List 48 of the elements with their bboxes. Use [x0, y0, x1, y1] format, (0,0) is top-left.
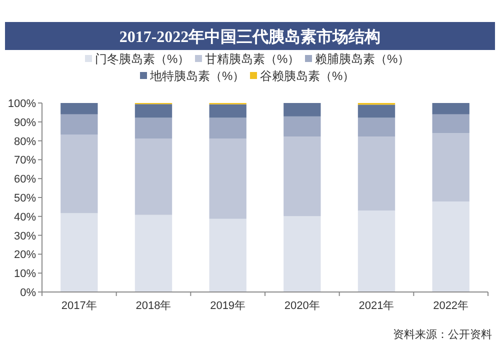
bar — [358, 210, 396, 292]
bar — [60, 103, 98, 114]
chart-title: 2017-2022年中国三代胰岛素市场结构 — [119, 28, 381, 46]
x-tick-label: 2017年 — [61, 300, 97, 312]
y-tick-label: 30% — [14, 230, 36, 242]
y-tick-label: 50% — [14, 192, 36, 204]
bar — [358, 118, 396, 137]
legend-label: 地特胰岛素（%） — [149, 69, 245, 83]
x-tick-label: 2022年 — [433, 300, 469, 312]
bar — [432, 103, 470, 114]
x-tick-label: 2018年 — [136, 300, 172, 312]
bar — [284, 116, 321, 137]
bar — [209, 118, 246, 139]
bar — [284, 103, 321, 116]
bar — [60, 134, 98, 214]
y-tick-label: 100% — [8, 98, 36, 110]
legend-label: 门冬胰岛素（%） — [95, 52, 190, 66]
legend-label: 谷赖胰岛素（%） — [260, 69, 355, 83]
bar — [284, 136, 321, 216]
legend-label: 甘精胰岛素（%） — [205, 52, 300, 66]
y-tick-label: 80% — [14, 136, 36, 148]
bar — [432, 201, 470, 292]
bar — [432, 114, 470, 134]
legend-label: 赖脯胰岛素（%） — [315, 52, 410, 66]
x-tick-label: 2019年 — [210, 300, 246, 312]
bar — [60, 213, 98, 292]
y-tick-label: 90% — [14, 116, 36, 129]
bar — [284, 216, 321, 292]
bar — [358, 136, 396, 211]
x-tick-label: 2020年 — [284, 300, 320, 312]
bar — [60, 114, 98, 135]
y-tick-label: 40% — [14, 211, 36, 224]
bar — [432, 133, 470, 202]
bar — [134, 118, 172, 139]
y-tick-label: 0% — [20, 287, 36, 299]
y-tick-label: 20% — [14, 249, 36, 262]
bar — [134, 104, 172, 118]
y-tick-label: 60% — [14, 174, 36, 186]
x-tick-label: 2021年 — [358, 300, 394, 312]
y-tick-label: 70% — [14, 154, 36, 167]
y-tick-label: 10% — [14, 268, 36, 280]
bar — [209, 218, 246, 292]
bar — [134, 138, 172, 215]
bar — [358, 104, 396, 118]
bar — [209, 138, 246, 219]
bar — [134, 214, 172, 292]
text: 资料来源：公开资料 — [393, 328, 492, 341]
bar — [209, 104, 246, 118]
